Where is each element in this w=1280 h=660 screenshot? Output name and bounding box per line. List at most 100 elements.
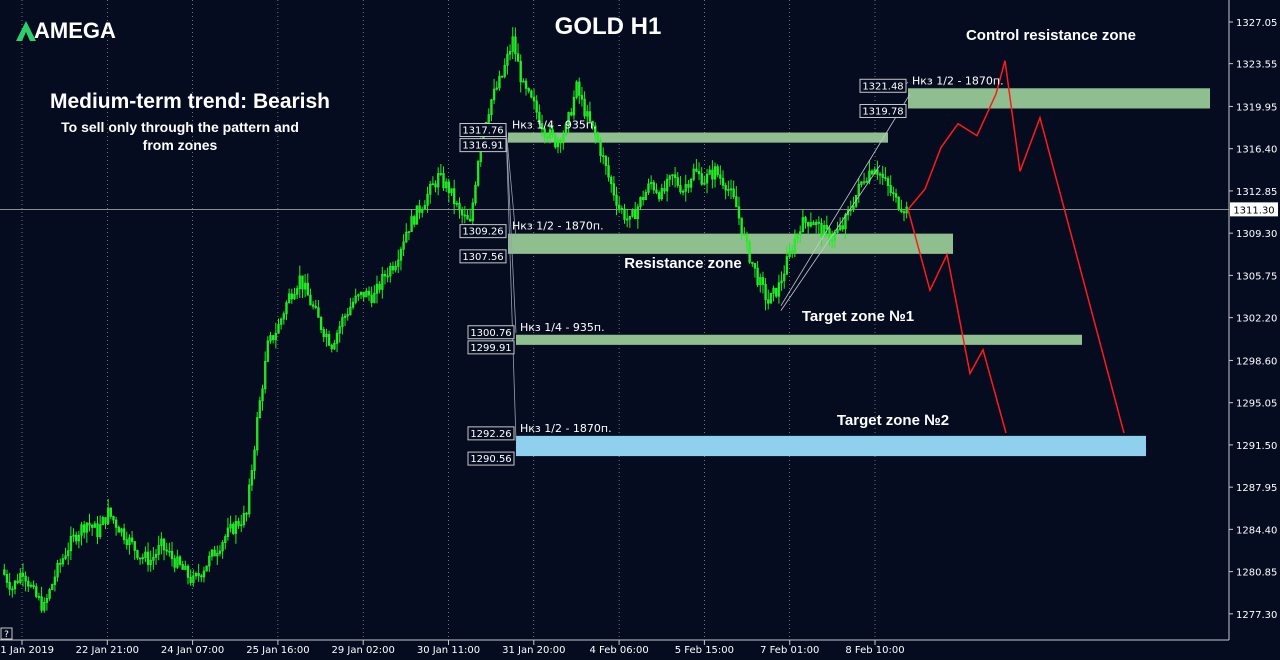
candle-body [783,273,786,282]
current-price-label: 1311.30 [1233,205,1274,216]
candle-body [341,317,344,327]
candle-body [298,275,301,290]
zone-4-label: Нкз 1/4 - 935п. [520,321,605,334]
candle-body [338,326,341,334]
connector-line [505,127,517,239]
candle-body [780,280,783,284]
amega-logo: AMEGA [16,18,116,43]
candle-body [40,596,43,611]
candle-body [711,169,714,180]
candle-body [5,574,9,583]
candle-body [290,293,293,300]
candle-body [176,556,179,568]
candle-body [641,196,645,200]
candle-body [495,87,498,90]
candle-body [804,217,807,223]
zone-price-value: 1307.56 [462,252,503,263]
x-tick-label: 5 Feb 15:00 [675,645,734,656]
candle-body [625,218,629,221]
candle-body [631,209,634,217]
y-tick-label: 1302.20 [1236,314,1277,325]
candle-body [357,294,360,297]
candle-body [64,555,67,560]
control-zone-label: Control resistance zone [966,27,1136,44]
candle-body [152,556,155,561]
zone-4 [516,334,1082,345]
candle-body [309,294,312,306]
candle-body [213,549,216,557]
forecast-path-upper [907,60,1125,434]
candle-body [705,173,709,184]
candle-body [852,205,855,210]
zone-price-box: 1317.76 [459,123,507,138]
candle-body [269,335,272,342]
candle-body [208,555,211,567]
vertical-gridlines [21,0,876,640]
candle-body [817,221,821,224]
candle-body [221,542,224,552]
candle-body [492,88,496,101]
candle-body [130,537,134,543]
candle-body [785,256,789,275]
zone-price-box: 1299.91 [467,340,515,355]
candle-body [117,526,120,533]
zone-connector-lines [505,81,909,442]
zone-price-box: 1290.56 [467,451,515,466]
candle-body [154,553,158,558]
zone-rects [508,88,1210,457]
candle-body [455,202,459,205]
candle-body [514,36,517,55]
candle-body [471,202,474,222]
candle-body [554,134,557,148]
advice-line-1: To sell only through the pattern and [61,119,299,135]
candle-body [498,75,501,89]
candle-body [820,222,823,237]
candle-body [125,539,128,546]
y-tick-label: 1291.50 [1236,441,1277,452]
advice-line-2: from zones [143,137,218,153]
candle-body [200,575,203,578]
candle-body [98,524,102,538]
candle-body [610,176,613,185]
candle-body [295,288,299,295]
candle-body [716,166,719,176]
zone-price-box: 1292.26 [467,426,515,441]
candle-body [271,335,275,341]
candle-body [232,523,235,534]
x-tick-label: 8 Feb 10:00 [845,645,904,656]
candle-body [192,575,195,583]
candle-body [663,188,666,192]
candle-body [543,128,546,138]
chart-title: GOLD H1 [555,13,662,40]
candle-body [588,111,592,122]
candle-body [234,521,238,534]
candle-body [319,317,323,330]
candle-body [559,139,562,144]
candle-body [487,114,490,123]
channel-line-lower [780,165,881,311]
candle-body [607,165,610,178]
candle-body [431,183,435,186]
x-tick-label: 22 Jan 21:00 [76,645,139,656]
candle-body [19,573,22,583]
candle-body [450,188,453,194]
candle-body [703,182,706,185]
zone-3 [508,233,953,254]
candle-body [870,170,874,175]
candle-body [745,233,749,243]
candle-body [413,216,416,225]
candle-body [506,53,509,66]
candle-body [892,192,895,195]
candle-body [748,241,751,263]
candle-body [812,222,815,226]
candle-body [681,190,685,193]
candle-body [684,184,687,192]
candle-body [258,400,262,419]
candle-body [389,265,392,277]
help-button[interactable]: ? [0,627,13,640]
y-tick-label: 1323.55 [1236,60,1277,71]
candle-body [564,123,568,136]
candle-body [381,273,384,290]
candle-body [410,216,413,232]
candle-body [854,194,858,207]
